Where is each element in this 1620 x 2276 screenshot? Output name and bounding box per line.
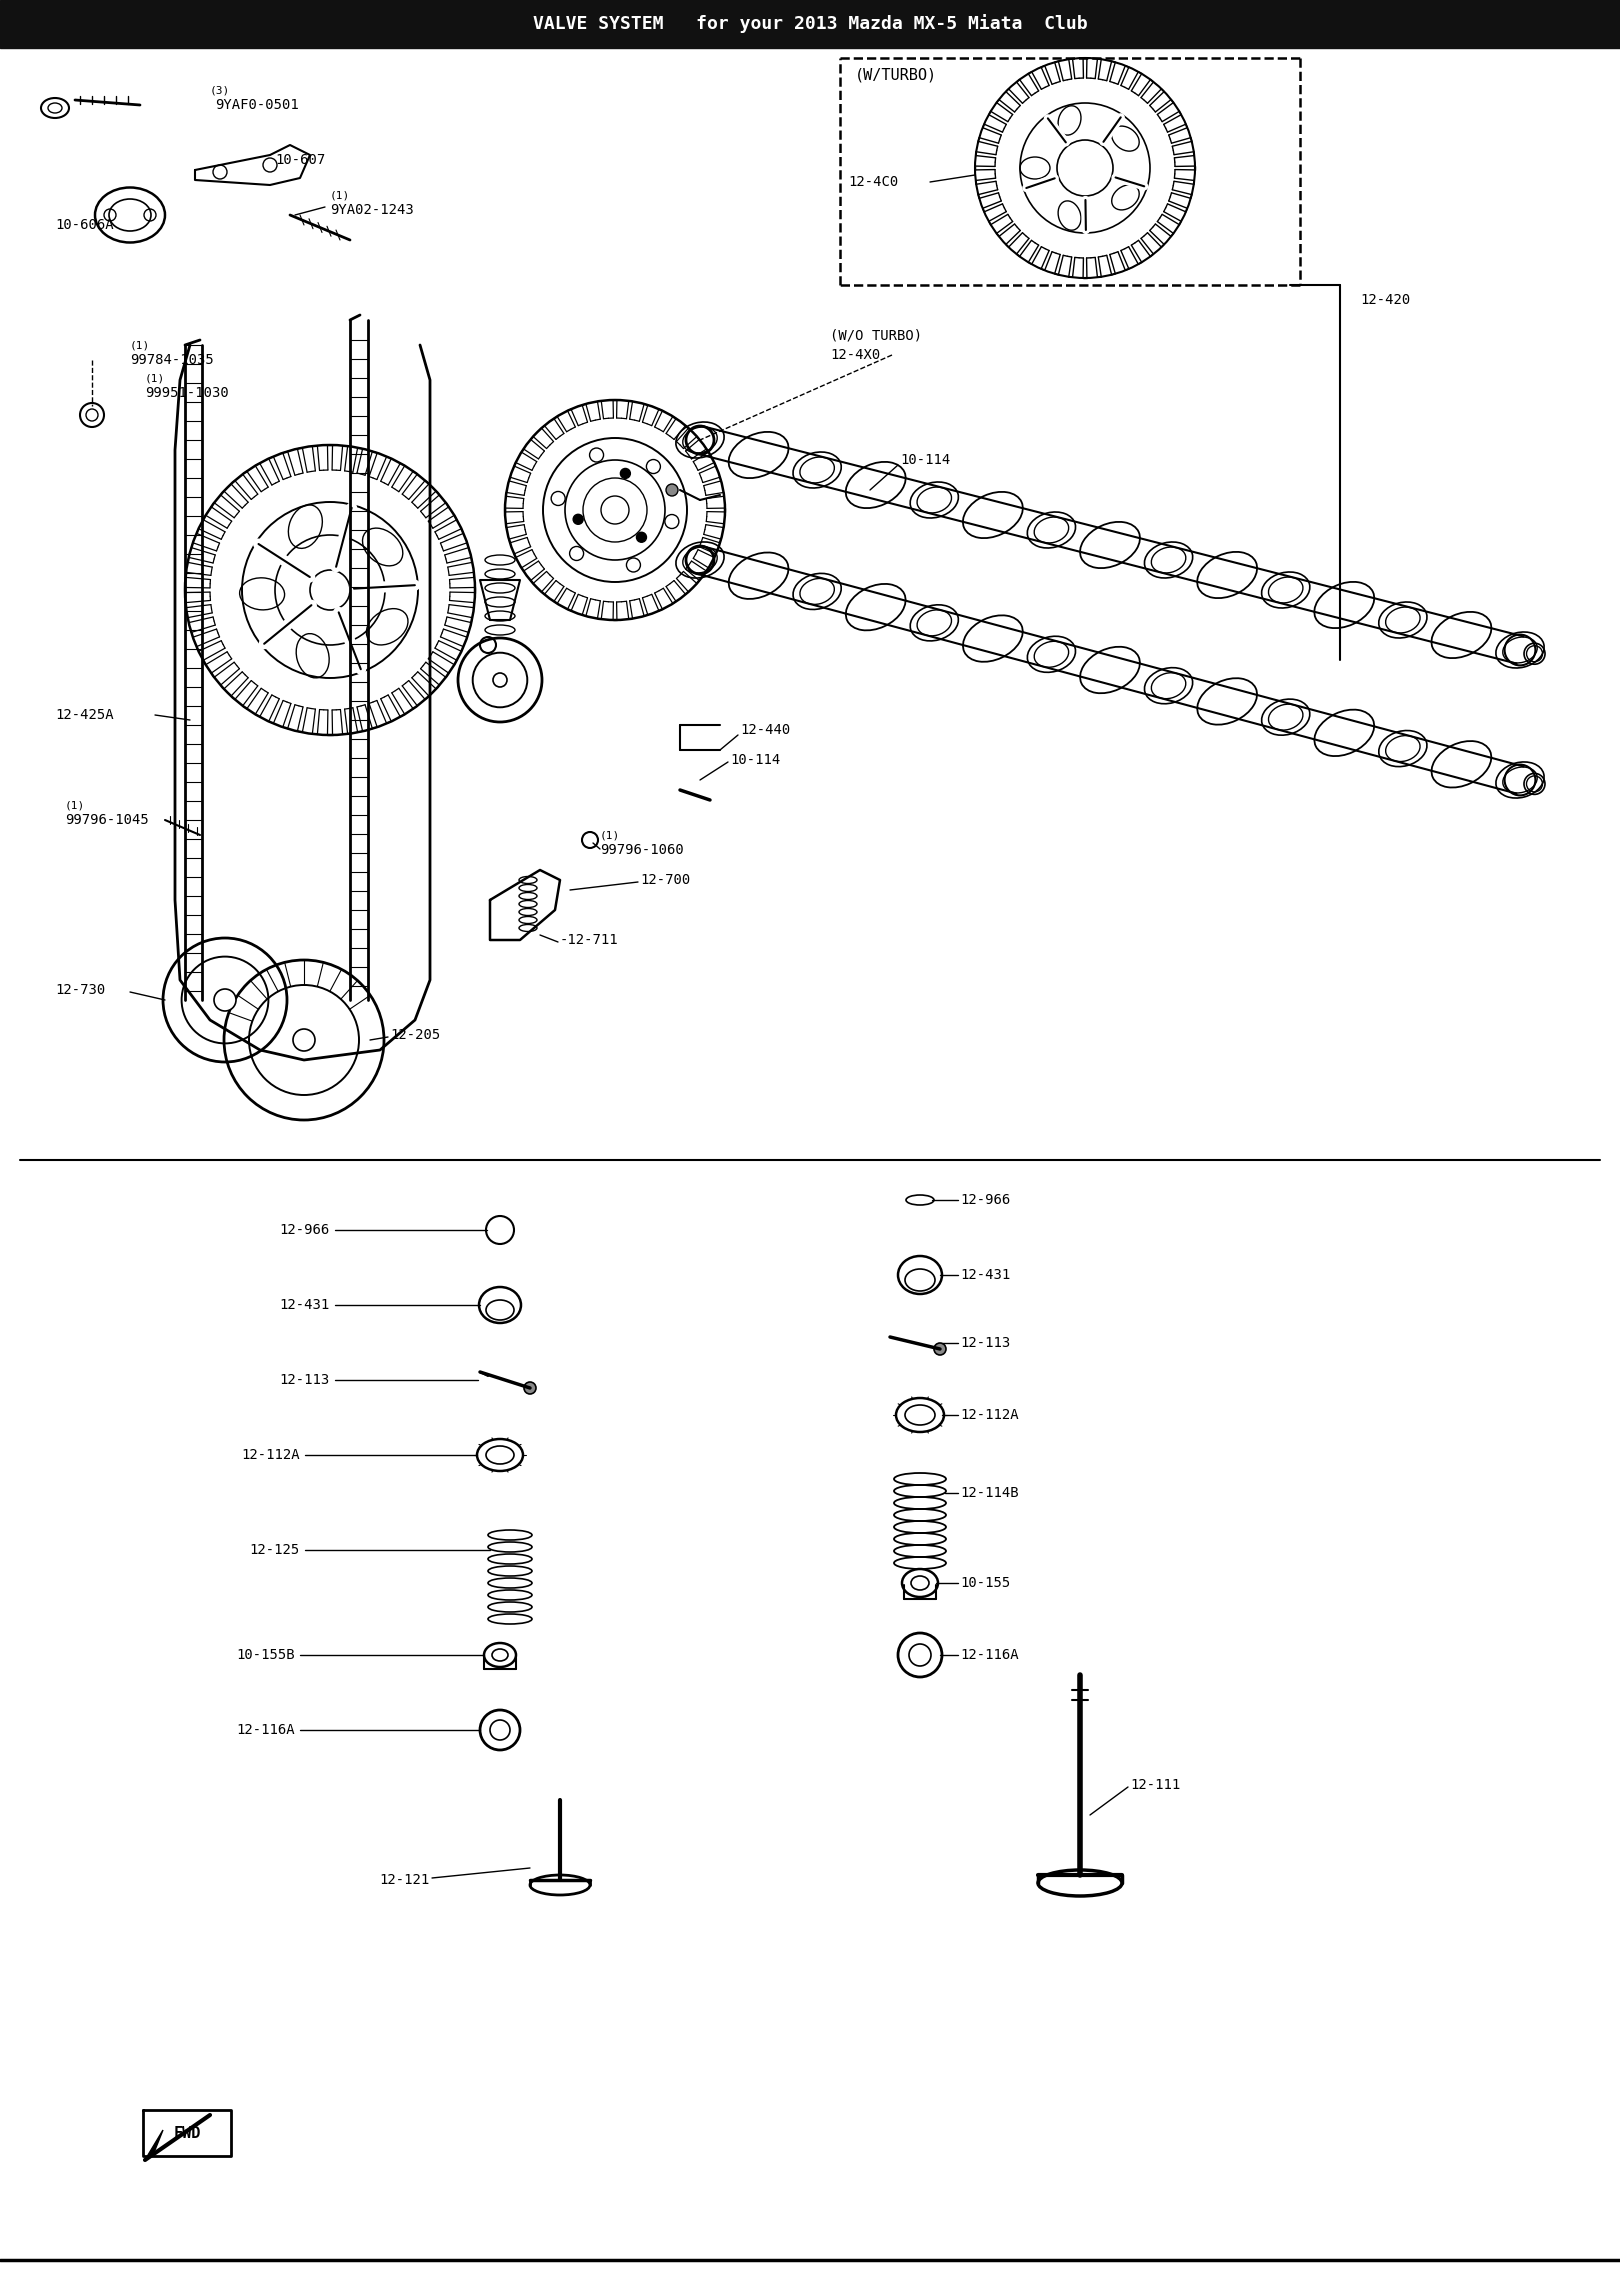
Text: 12-4C0: 12-4C0 xyxy=(847,175,897,189)
Text: 12-121: 12-121 xyxy=(379,1873,429,1887)
Text: 10-606A: 10-606A xyxy=(55,218,113,232)
Text: (3): (3) xyxy=(211,84,230,96)
Text: (1): (1) xyxy=(146,373,165,382)
Text: 12-113: 12-113 xyxy=(280,1372,330,1386)
Ellipse shape xyxy=(214,990,237,1011)
Circle shape xyxy=(666,485,679,496)
Circle shape xyxy=(620,469,630,478)
Circle shape xyxy=(935,1343,946,1354)
Text: 12-966: 12-966 xyxy=(280,1222,330,1236)
Text: (W/O TURBO): (W/O TURBO) xyxy=(829,328,922,341)
Text: 12-125: 12-125 xyxy=(249,1543,300,1557)
Text: 10-155: 10-155 xyxy=(961,1575,1011,1591)
Text: -12-711: -12-711 xyxy=(561,933,619,947)
Text: (1): (1) xyxy=(65,799,86,810)
Text: 10-607: 10-607 xyxy=(275,152,326,166)
Text: (1): (1) xyxy=(330,189,350,200)
Text: 12-440: 12-440 xyxy=(740,724,791,737)
Text: 12-114B: 12-114B xyxy=(961,1486,1019,1500)
Text: 10-114: 10-114 xyxy=(731,753,781,767)
Text: 99951-1030: 99951-1030 xyxy=(146,387,228,401)
Text: 12-112A: 12-112A xyxy=(241,1448,300,1461)
Text: 99796-1060: 99796-1060 xyxy=(599,842,684,858)
Text: (1): (1) xyxy=(599,831,620,840)
Text: 12-4X0: 12-4X0 xyxy=(829,348,880,362)
Text: 99784-1035: 99784-1035 xyxy=(130,353,214,366)
Text: 12-116A: 12-116A xyxy=(237,1723,295,1737)
Circle shape xyxy=(523,1382,536,1393)
Text: 12-700: 12-700 xyxy=(640,874,690,888)
Polygon shape xyxy=(146,2130,164,2160)
Text: FWD: FWD xyxy=(173,2126,201,2139)
Text: 12-431: 12-431 xyxy=(280,1297,330,1311)
Bar xyxy=(0,0,1620,48)
Text: 12-425A: 12-425A xyxy=(55,708,113,721)
Text: 10-155B: 10-155B xyxy=(237,1648,295,1661)
Text: 10-114: 10-114 xyxy=(901,453,951,467)
Text: 12-111: 12-111 xyxy=(1131,1778,1181,1791)
Text: 12-966: 12-966 xyxy=(961,1193,1011,1206)
Text: 12-730: 12-730 xyxy=(55,983,105,997)
Text: 12-431: 12-431 xyxy=(961,1268,1011,1281)
Text: 12-112A: 12-112A xyxy=(961,1409,1019,1422)
Text: (1): (1) xyxy=(130,339,151,351)
Text: 9YA02-1243: 9YA02-1243 xyxy=(330,203,413,216)
Circle shape xyxy=(637,533,646,542)
Text: (W/TURBO): (W/TURBO) xyxy=(855,68,936,82)
Circle shape xyxy=(573,514,583,523)
Text: 99796-1045: 99796-1045 xyxy=(65,813,149,826)
Text: 12-420: 12-420 xyxy=(1361,294,1411,307)
Text: 12-205: 12-205 xyxy=(390,1029,441,1042)
Text: 12-116A: 12-116A xyxy=(961,1648,1019,1661)
Text: 12-113: 12-113 xyxy=(961,1336,1011,1350)
Text: 9YAF0-0501: 9YAF0-0501 xyxy=(215,98,298,112)
Text: VALVE SYSTEM   for your 2013 Mazda MX-5 Miata  Club: VALVE SYSTEM for your 2013 Mazda MX-5 Mi… xyxy=(533,14,1087,34)
